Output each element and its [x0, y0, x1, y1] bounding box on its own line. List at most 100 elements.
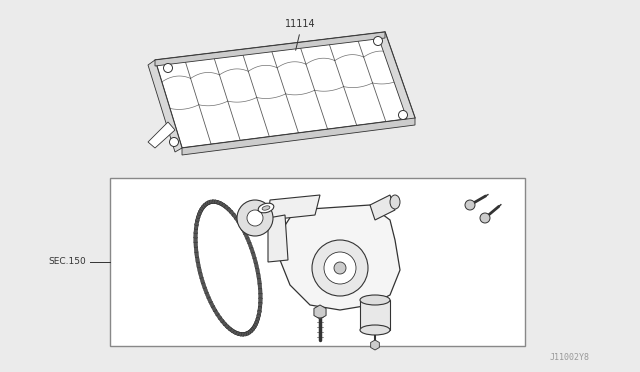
FancyBboxPatch shape — [195, 252, 199, 257]
FancyBboxPatch shape — [259, 289, 262, 294]
FancyBboxPatch shape — [244, 233, 249, 239]
FancyBboxPatch shape — [203, 201, 209, 207]
FancyBboxPatch shape — [194, 247, 198, 253]
FancyBboxPatch shape — [230, 328, 237, 334]
FancyBboxPatch shape — [207, 297, 212, 303]
Polygon shape — [314, 305, 326, 319]
Circle shape — [465, 200, 475, 210]
FancyBboxPatch shape — [257, 310, 261, 316]
FancyBboxPatch shape — [202, 282, 206, 289]
FancyBboxPatch shape — [216, 313, 221, 320]
FancyBboxPatch shape — [246, 238, 251, 244]
Text: J11002Y8: J11002Y8 — [550, 353, 590, 362]
FancyBboxPatch shape — [212, 200, 218, 204]
FancyBboxPatch shape — [205, 201, 211, 205]
FancyBboxPatch shape — [258, 302, 262, 308]
FancyBboxPatch shape — [253, 258, 257, 264]
FancyBboxPatch shape — [250, 325, 256, 331]
Polygon shape — [182, 118, 415, 155]
Circle shape — [247, 210, 263, 226]
FancyBboxPatch shape — [236, 331, 242, 336]
FancyBboxPatch shape — [210, 200, 216, 203]
FancyBboxPatch shape — [241, 228, 247, 235]
Polygon shape — [148, 122, 175, 148]
FancyBboxPatch shape — [233, 330, 239, 336]
FancyBboxPatch shape — [214, 200, 220, 205]
Bar — [110, 178, 525, 346]
Polygon shape — [370, 195, 395, 220]
FancyBboxPatch shape — [194, 242, 198, 247]
FancyBboxPatch shape — [229, 210, 236, 217]
FancyBboxPatch shape — [257, 273, 260, 279]
Ellipse shape — [360, 325, 390, 335]
FancyBboxPatch shape — [246, 329, 253, 335]
FancyBboxPatch shape — [195, 216, 200, 222]
FancyBboxPatch shape — [218, 317, 224, 323]
Text: 11114: 11114 — [285, 19, 316, 29]
FancyBboxPatch shape — [238, 332, 244, 336]
FancyBboxPatch shape — [200, 277, 205, 283]
Polygon shape — [268, 215, 288, 262]
FancyBboxPatch shape — [257, 306, 262, 312]
Polygon shape — [378, 32, 415, 122]
FancyBboxPatch shape — [194, 224, 198, 230]
FancyBboxPatch shape — [239, 224, 245, 231]
FancyBboxPatch shape — [221, 320, 227, 326]
Polygon shape — [371, 340, 380, 350]
Circle shape — [480, 213, 490, 223]
FancyBboxPatch shape — [256, 314, 260, 320]
FancyBboxPatch shape — [253, 320, 259, 327]
FancyBboxPatch shape — [227, 207, 233, 214]
Polygon shape — [268, 195, 320, 220]
FancyBboxPatch shape — [195, 257, 200, 263]
FancyBboxPatch shape — [211, 305, 217, 312]
FancyBboxPatch shape — [196, 262, 200, 268]
FancyBboxPatch shape — [201, 203, 207, 209]
FancyBboxPatch shape — [234, 217, 240, 223]
FancyBboxPatch shape — [243, 332, 249, 336]
Bar — [360, 300, 390, 330]
FancyBboxPatch shape — [209, 301, 214, 308]
Circle shape — [170, 138, 179, 147]
FancyBboxPatch shape — [198, 207, 204, 213]
FancyBboxPatch shape — [241, 332, 246, 336]
FancyBboxPatch shape — [216, 201, 223, 206]
Polygon shape — [148, 60, 182, 152]
FancyBboxPatch shape — [223, 322, 229, 329]
FancyBboxPatch shape — [196, 212, 202, 219]
FancyBboxPatch shape — [194, 232, 198, 238]
FancyBboxPatch shape — [248, 327, 255, 333]
FancyBboxPatch shape — [232, 213, 238, 219]
FancyBboxPatch shape — [254, 263, 259, 269]
FancyBboxPatch shape — [259, 298, 262, 304]
FancyBboxPatch shape — [225, 325, 232, 331]
Ellipse shape — [258, 203, 274, 213]
Circle shape — [374, 36, 383, 45]
FancyBboxPatch shape — [259, 294, 262, 299]
FancyBboxPatch shape — [198, 272, 203, 278]
FancyBboxPatch shape — [237, 220, 243, 227]
FancyBboxPatch shape — [195, 219, 199, 226]
FancyBboxPatch shape — [250, 247, 255, 254]
Circle shape — [334, 262, 346, 274]
FancyBboxPatch shape — [258, 283, 262, 289]
Circle shape — [237, 200, 273, 236]
FancyBboxPatch shape — [252, 323, 258, 329]
FancyBboxPatch shape — [255, 317, 260, 324]
FancyBboxPatch shape — [203, 287, 208, 294]
Circle shape — [312, 240, 368, 296]
FancyBboxPatch shape — [214, 310, 219, 316]
FancyBboxPatch shape — [255, 268, 260, 274]
Polygon shape — [155, 32, 415, 148]
Polygon shape — [155, 32, 385, 66]
FancyBboxPatch shape — [224, 205, 230, 211]
FancyBboxPatch shape — [219, 202, 225, 207]
FancyBboxPatch shape — [197, 267, 202, 273]
FancyBboxPatch shape — [248, 243, 253, 249]
FancyBboxPatch shape — [194, 237, 197, 243]
Circle shape — [163, 64, 173, 73]
Ellipse shape — [360, 295, 390, 305]
FancyBboxPatch shape — [221, 203, 228, 209]
Circle shape — [399, 110, 408, 119]
FancyBboxPatch shape — [244, 330, 251, 336]
